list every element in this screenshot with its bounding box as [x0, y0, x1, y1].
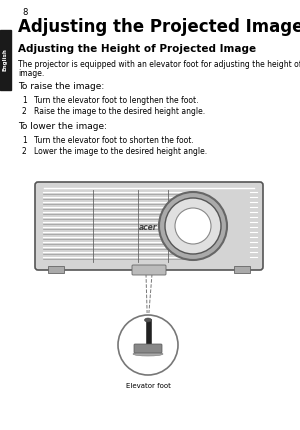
- Text: 1: 1: [22, 96, 27, 105]
- Text: Turn the elevator foot to lengthen the foot.: Turn the elevator foot to lengthen the f…: [34, 96, 199, 105]
- Circle shape: [118, 315, 178, 375]
- FancyBboxPatch shape: [134, 344, 162, 353]
- Text: Lower the image to the desired height angle.: Lower the image to the desired height an…: [34, 147, 207, 156]
- Text: 8: 8: [22, 8, 27, 17]
- Text: The projector is equipped with an elevator foot for adjusting the height of: The projector is equipped with an elevat…: [18, 60, 300, 69]
- Text: 2: 2: [22, 107, 27, 116]
- Ellipse shape: [133, 352, 163, 356]
- FancyBboxPatch shape: [35, 182, 263, 270]
- Text: Raise the image to the desired height angle.: Raise the image to the desired height an…: [34, 107, 205, 116]
- Circle shape: [175, 208, 211, 244]
- Bar: [0, 30, 11, 90]
- Bar: [234, 266, 250, 273]
- Text: 2: 2: [22, 147, 27, 156]
- Text: English: English: [3, 49, 8, 71]
- Text: image.: image.: [18, 69, 44, 78]
- Circle shape: [165, 198, 221, 254]
- FancyBboxPatch shape: [132, 265, 166, 275]
- Text: To raise the image:: To raise the image:: [18, 82, 104, 91]
- Text: Adjusting the Height of Projected Image: Adjusting the Height of Projected Image: [18, 44, 256, 54]
- Bar: [141, 266, 157, 273]
- Text: To lower the image:: To lower the image:: [18, 122, 107, 131]
- Text: Adjusting the Projected Image: Adjusting the Projected Image: [18, 18, 300, 36]
- Bar: [48, 266, 64, 273]
- Text: acer: acer: [139, 224, 157, 233]
- Text: 1: 1: [22, 136, 27, 145]
- Ellipse shape: [145, 318, 152, 322]
- Text: Elevator foot: Elevator foot: [126, 383, 170, 389]
- Bar: [146, 319, 151, 347]
- Circle shape: [159, 192, 227, 260]
- Text: Turn the elevator foot to shorten the foot.: Turn the elevator foot to shorten the fo…: [34, 136, 194, 145]
